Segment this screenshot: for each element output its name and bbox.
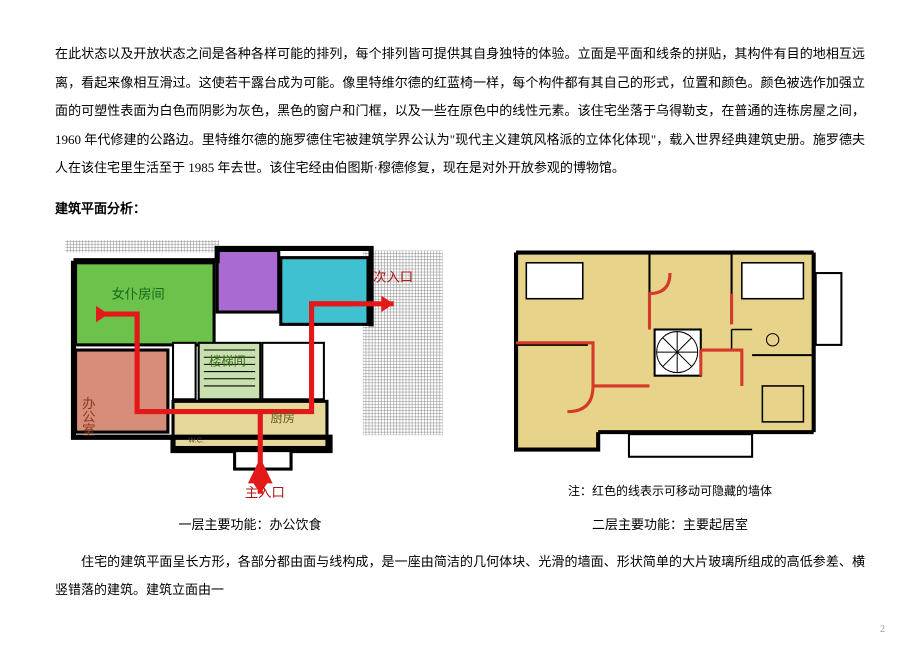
label-wc: W.C. [188,436,204,444]
label-kitchen: 厨房 [271,409,296,424]
floor1-plan: 女仆房间 办公室 楼梯间 厨房 W.C. 主入口 次入口 [55,232,445,499]
label-main-entrance: 主入口 [245,484,285,498]
floor1-column: 女仆房间 办公室 楼梯间 厨房 W.C. 主入口 次入口 [55,232,445,502]
bottom-paragraph: 住宅的建筑平面呈长方形，各部分都由面与线构成，是一座由简洁的几何体块、光滑的墙面… [55,548,865,605]
floor2-caption: 二层主要功能：主要起居室 [475,511,865,540]
label-maid: 女仆房间 [111,285,164,301]
label-office: 办公室 [80,396,95,436]
label-side-entrance: 次入口 [373,269,413,284]
floor2-plan [475,232,865,478]
room-maid [76,262,215,344]
section-title: 建筑平面分析： [55,195,865,224]
floor1-caption: 一层主要功能：办公饮食 [55,511,445,540]
label-stair: 楼梯间 [209,353,246,368]
floor2-column: 注：红色的线表示可移动可隐藏的墙体 [475,232,865,502]
room-purple [217,250,279,312]
floor2-note: 注：红色的线表示可移动可隐藏的墙体 [475,482,865,501]
captions-row: 一层主要功能：办公饮食 二层主要功能：主要起居室 [55,511,865,540]
floor-plans-row: 女仆房间 办公室 楼梯间 厨房 W.C. 主入口 次入口 [55,232,865,502]
page-number: 2 [880,619,885,641]
room-blue [281,257,368,324]
intro-paragraph: 在此状态以及开放状态之间是各种各样可能的排列，每个排列皆可提供其自身独特的体验。… [55,40,865,183]
